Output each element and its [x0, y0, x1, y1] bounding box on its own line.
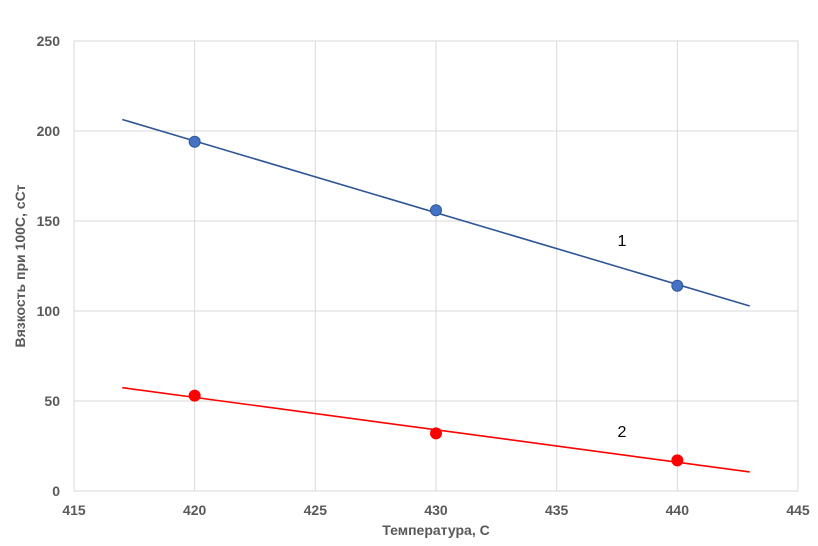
tick-labels: 415 420 425 430 435 440 445 0 50 100 150 200 250 [37, 33, 810, 518]
x-tick-label: 415 [62, 502, 86, 518]
x-tick-label: 440 [666, 502, 690, 518]
y-tick-label: 50 [44, 393, 60, 409]
series-1-label: 1 [618, 233, 627, 250]
y-axis-title: Вязкость при 100С, сСт [12, 184, 28, 347]
series-2-point [188, 389, 201, 402]
series-1-point [671, 279, 684, 292]
y-tick-label: 250 [37, 33, 61, 49]
x-tick-label: 430 [424, 502, 448, 518]
y-tick-label: 0 [52, 483, 60, 499]
series-1 [122, 118, 750, 307]
x-tick-label: 420 [183, 502, 207, 518]
series-1-point [188, 135, 201, 148]
y-tick-label: 200 [37, 123, 61, 139]
series-2-point [671, 454, 684, 467]
series [122, 118, 750, 473]
grid [73, 40, 799, 492]
series-1-point [430, 204, 442, 217]
series-2-point [430, 427, 442, 440]
x-tick-label: 435 [545, 502, 569, 518]
series-2 [122, 386, 750, 473]
y-tick-label: 150 [37, 213, 61, 229]
x-tick-label: 425 [304, 502, 328, 518]
x-tick-label: 445 [786, 502, 810, 518]
series-2-label: 2 [618, 424, 627, 441]
y-tick-label: 100 [37, 303, 61, 319]
x-axis-title: Температура, С [382, 522, 489, 538]
